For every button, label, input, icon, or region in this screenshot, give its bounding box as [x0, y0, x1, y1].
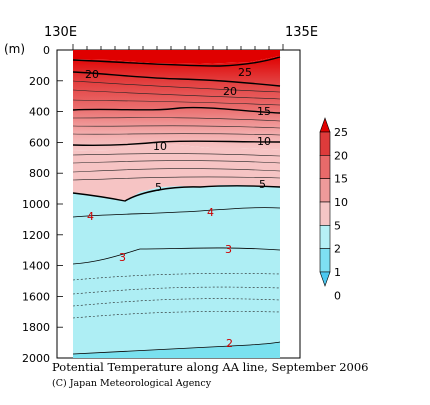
minor-contour: [72, 125, 281, 129]
contour-3: [72, 247, 281, 265]
y-tick-label: 1200: [22, 229, 50, 242]
minor-contour: [72, 80, 281, 93]
colorbar-band: [319, 225, 331, 249]
colorbar-band: [319, 131, 331, 156]
y-tick-label: 1000: [22, 198, 50, 211]
colorbar-extend-max: [319, 117, 331, 133]
contours: [72, 56, 281, 355]
y-tick-label: 200: [29, 75, 50, 88]
x-ticks: [72, 44, 284, 50]
colorbar-label: 10: [334, 196, 348, 209]
colorbar-label: 0: [334, 289, 341, 302]
colorbar-band: [319, 178, 331, 203]
y-tick-label: 0: [43, 44, 50, 57]
y-tick-label: 1600: [22, 290, 50, 303]
minor-contour: [72, 153, 281, 157]
y-tick-label: 600: [29, 136, 50, 149]
label-4-left: 4: [87, 210, 94, 223]
contour-labels: 25 20 20 15 10 10 5 5 4 4 3 3 2: [85, 66, 271, 350]
label-2: 2: [226, 337, 233, 350]
minor-contour: [72, 176, 281, 181]
minor-contour: [72, 117, 281, 122]
colorbar-band: [319, 201, 331, 226]
label-25: 25: [238, 66, 252, 79]
label-4-right: 4: [207, 206, 214, 219]
chart-title: Potential Temperature along AA line, Sep…: [52, 360, 369, 374]
contour-4: [72, 207, 281, 218]
credit-text: (C) Japan Meteorological Agency: [52, 378, 212, 389]
deep-region: [73, 342, 280, 358]
minor-contour: [72, 298, 281, 307]
label-10-right: 10: [257, 135, 271, 148]
colorbar-label: 1: [334, 266, 341, 279]
label-5-left: 5: [155, 181, 162, 194]
x-tick-label-135e: 135E: [285, 25, 318, 40]
y-axis-label: (m): [4, 42, 26, 56]
colorbar-band: [319, 155, 331, 179]
colorbar-label: 5: [334, 219, 341, 232]
y-axis: 0 200 400 600 800 1000 1200 1400 1600 1800 2000: [22, 44, 63, 365]
label-15: 15: [257, 105, 271, 118]
colorbar-label: 15: [334, 173, 348, 186]
pink-region: [73, 143, 280, 201]
minor-contour: [72, 89, 281, 100]
contour-20: [72, 71, 281, 87]
temperature-fill: [73, 50, 280, 358]
surface-region: [73, 50, 280, 64]
contour-5: [72, 185, 281, 202]
y-tick-label: 400: [29, 106, 50, 119]
colorbar-extend-min: [319, 271, 331, 287]
red-region: [73, 56, 280, 151]
colorbar-label: 25: [334, 126, 348, 139]
colorbar-band: [319, 248, 331, 273]
label-3-right: 3: [225, 243, 232, 256]
contour-25: [72, 56, 281, 67]
y-tick-label: 1400: [22, 260, 50, 273]
x-tick-label-130e: 130E: [44, 25, 77, 40]
contour-10: [72, 140, 281, 146]
minor-contours: [72, 80, 281, 319]
contour-15: [72, 106, 281, 114]
cyan-region: [73, 185, 280, 358]
y-tick-label: 800: [29, 167, 50, 180]
label-20-right: 20: [223, 85, 237, 98]
minor-contour: [72, 99, 281, 106]
label-10-left: 10: [153, 140, 167, 153]
y-tick-label: 1800: [22, 321, 50, 334]
minor-contour: [72, 286, 281, 295]
label-3-left: 3: [119, 251, 126, 264]
colorbar-label: 2: [334, 243, 341, 256]
minor-contour: [72, 133, 281, 136]
minor-contour: [72, 160, 281, 164]
minor-contour: [72, 311, 281, 319]
label-20-left: 20: [85, 68, 99, 81]
y-tick-label: 2000: [22, 352, 50, 365]
contour-2: [72, 341, 281, 355]
label-5-right: 5: [259, 178, 266, 191]
minor-contour: [72, 168, 281, 173]
colorbar-label: 20: [334, 149, 348, 162]
minor-contour: [72, 273, 281, 281]
